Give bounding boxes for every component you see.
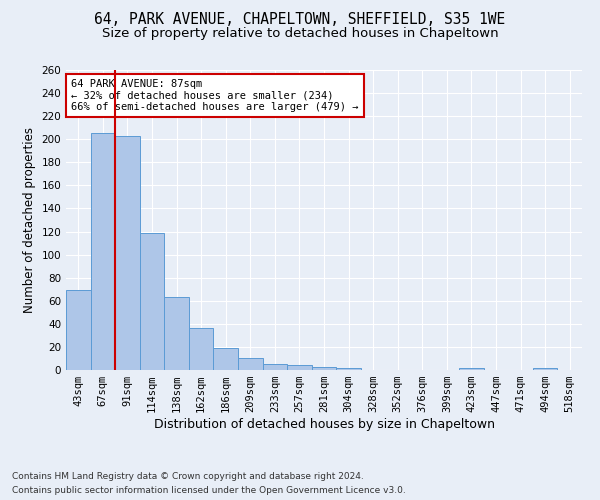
Bar [164, 298, 189, 370]
Bar [287, 366, 312, 370]
Bar [189, 328, 214, 370]
Text: 64 PARK AVENUE: 87sqm
← 32% of detached houses are smaller (234)
66% of semi-det: 64 PARK AVENUE: 87sqm ← 32% of detached … [71, 79, 359, 112]
Bar [263, 364, 287, 370]
Bar [140, 232, 164, 370]
Bar [238, 358, 263, 370]
Bar [115, 136, 140, 370]
X-axis label: Distribution of detached houses by size in Chapeltown: Distribution of detached houses by size … [154, 418, 494, 431]
Bar [533, 368, 557, 370]
Bar [91, 134, 115, 370]
Bar [66, 290, 91, 370]
Bar [312, 366, 336, 370]
Text: 64, PARK AVENUE, CHAPELTOWN, SHEFFIELD, S35 1WE: 64, PARK AVENUE, CHAPELTOWN, SHEFFIELD, … [94, 12, 506, 28]
Bar [214, 348, 238, 370]
Y-axis label: Number of detached properties: Number of detached properties [23, 127, 36, 313]
Bar [336, 368, 361, 370]
Text: Size of property relative to detached houses in Chapeltown: Size of property relative to detached ho… [101, 28, 499, 40]
Text: Contains HM Land Registry data © Crown copyright and database right 2024.: Contains HM Land Registry data © Crown c… [12, 472, 364, 481]
Text: Contains public sector information licensed under the Open Government Licence v3: Contains public sector information licen… [12, 486, 406, 495]
Bar [459, 368, 484, 370]
